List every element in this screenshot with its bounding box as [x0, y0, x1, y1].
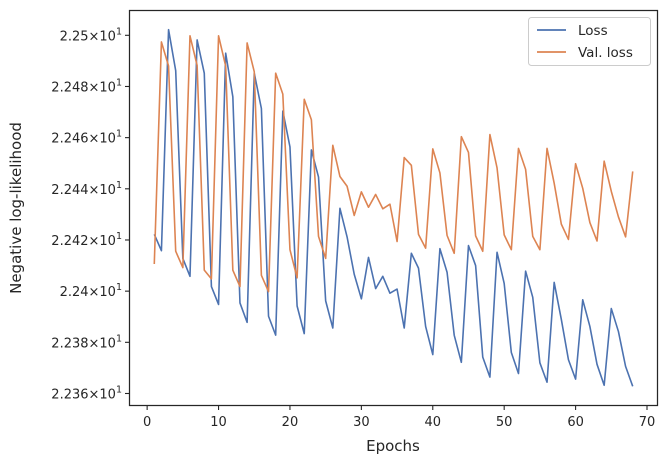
series-line-0 [153, 28, 634, 387]
y-tick-label: 2.24×101 [60, 282, 122, 300]
series-line-1 [153, 35, 634, 293]
y-tick-label: 2.246×101 [51, 129, 122, 147]
y-tick-label: 2.25×101 [60, 26, 122, 44]
legend-label: Loss [578, 23, 608, 39]
x-tick-label: 30 [353, 415, 370, 430]
y-tick-label: 2.248×101 [51, 77, 122, 95]
x-axis-label: Epochs [366, 437, 420, 455]
y-tick-label: 2.244×101 [51, 180, 122, 198]
x-tick-label: 0 [143, 415, 151, 430]
x-tick-label: 20 [282, 415, 299, 430]
x-tick-label: 70 [639, 415, 656, 430]
y-axis: 2.236×101 2.238×101 2.24×101 2.242×101 2.244… [51, 26, 130, 402]
y-tick-label: 2.236×101 [51, 384, 122, 402]
plot-frame [128, 9, 659, 407]
y-axis-label: Negative log-likelihood [7, 122, 25, 294]
legend: Loss Val. loss [528, 17, 651, 66]
x-tick-label: 10 [210, 415, 227, 430]
y-tick-label: 2.242×101 [51, 231, 122, 249]
series-layer [153, 28, 634, 387]
x-tick-label: 60 [567, 415, 584, 430]
x-tick-label: 50 [496, 415, 513, 430]
legend-label: Val. loss [578, 45, 633, 61]
x-tick-label: 40 [425, 415, 442, 430]
x-axis: 0 10 20 30 40 50 60 70 [143, 405, 655, 430]
y-tick-label: 2.238×101 [51, 333, 122, 351]
